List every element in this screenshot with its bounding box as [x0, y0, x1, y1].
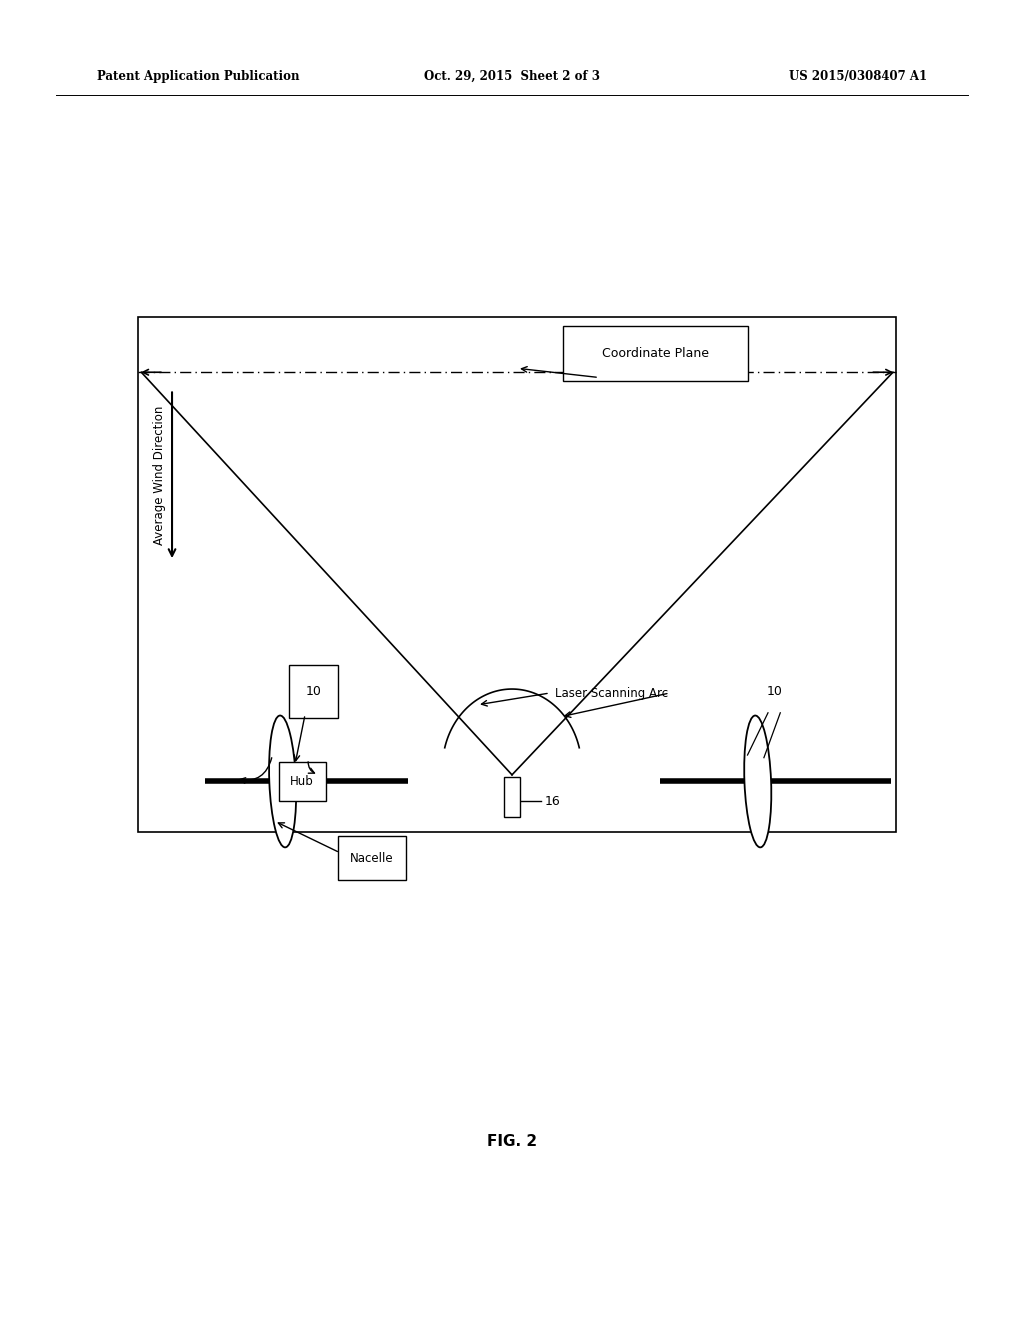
Ellipse shape: [269, 715, 296, 847]
Text: 10: 10: [766, 685, 782, 698]
FancyBboxPatch shape: [563, 326, 748, 381]
Text: 16: 16: [545, 795, 560, 808]
FancyBboxPatch shape: [338, 836, 406, 880]
Text: Patent Application Publication: Patent Application Publication: [97, 70, 300, 83]
Text: FIG. 2: FIG. 2: [487, 1134, 537, 1150]
Bar: [138, 317, 896, 832]
Text: Average Wind Direction: Average Wind Direction: [154, 405, 166, 545]
Text: US 2015/0308407 A1: US 2015/0308407 A1: [788, 70, 927, 83]
Text: 10: 10: [305, 685, 322, 698]
Text: Nacelle: Nacelle: [350, 851, 393, 865]
Text: Oct. 29, 2015  Sheet 2 of 3: Oct. 29, 2015 Sheet 2 of 3: [424, 70, 600, 83]
Text: Coordinate Plane: Coordinate Plane: [602, 347, 709, 360]
Text: Laser Scanning Arc: Laser Scanning Arc: [555, 686, 668, 700]
FancyBboxPatch shape: [289, 665, 338, 718]
Text: Hub: Hub: [290, 775, 314, 788]
Bar: [504, 777, 520, 817]
FancyBboxPatch shape: [279, 763, 326, 800]
Ellipse shape: [744, 715, 771, 847]
